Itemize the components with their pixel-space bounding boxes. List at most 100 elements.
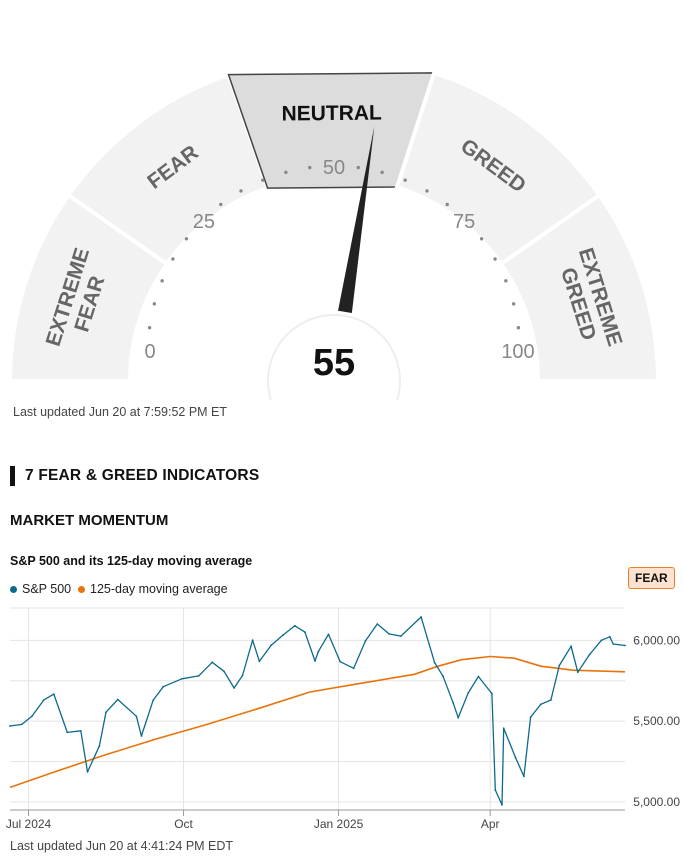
sp500-point	[600, 639, 603, 642]
sp500-point	[558, 664, 561, 667]
sp500-point	[477, 675, 480, 678]
chart-last-updated: Last updated Jun 20 at 4:41:24 PM EDT	[10, 839, 234, 853]
gauge-scale-dot	[284, 170, 288, 175]
gauge-scale-dot	[516, 326, 521, 330]
sp500-point	[339, 660, 342, 663]
sp500-point	[549, 699, 552, 701]
sp500-point	[152, 699, 155, 702]
gauge-scale-dot	[147, 326, 152, 330]
sp500-point	[352, 667, 355, 670]
chart-x-tick-label: Jul 2024	[6, 817, 52, 831]
section-title: 7 FEAR & GREED INDICATORS	[10, 466, 259, 486]
sp500-point	[457, 716, 460, 719]
sp500-point	[162, 685, 165, 688]
sp500-point	[282, 634, 284, 637]
chart-y-tick-label: 5,000.00	[633, 795, 680, 809]
legend-sp500-label: S&P 500	[22, 582, 72, 596]
sp500-point	[514, 756, 517, 759]
gauge-scale-dot	[479, 237, 484, 241]
sp500-point	[258, 660, 261, 663]
sp500-line	[9, 616, 626, 806]
gauge-scale-dot	[308, 165, 312, 170]
sp500-point	[223, 670, 225, 673]
sp500-point	[576, 671, 579, 674]
sp500-point	[523, 775, 525, 778]
sp500-point	[79, 729, 82, 732]
indicator-title: MARKET MOMENTUM	[10, 512, 169, 529]
gauge-scale-dot	[184, 237, 189, 241]
rating-badge: FEAR	[628, 567, 675, 589]
gauge-segment-label-group: NEUTRAL	[281, 102, 382, 126]
legend-ma-label: 125-day moving average	[90, 582, 228, 596]
gauge-scale-dot	[239, 189, 243, 193]
gauge-scale-label: 0	[144, 341, 155, 363]
sp500-point	[400, 635, 402, 638]
gauge-scale-label: 50	[323, 157, 345, 179]
sp500-point	[66, 731, 69, 734]
sp500-point	[42, 699, 45, 702]
sp500-point	[180, 677, 183, 680]
chart-x-tick-label: Jan 2025	[314, 817, 364, 831]
gauge-value: 55	[313, 342, 355, 384]
sp500-point	[303, 631, 306, 633]
sp500-point	[135, 715, 138, 718]
gauge-scale-dot	[425, 189, 429, 193]
sp500-point	[31, 715, 33, 718]
gauge-scale-label: 75	[453, 211, 475, 233]
sp500-point	[270, 644, 273, 647]
legend-sp500: S&P 500	[10, 582, 71, 596]
gauge-scale-label: 25	[193, 211, 215, 233]
gauge-scale-dot	[511, 302, 516, 306]
sp500-point	[211, 661, 214, 664]
gauge-scale-label: 100	[501, 341, 534, 363]
sp500-point	[494, 789, 497, 791]
section-title-text: 7 FEAR & GREED INDICATORS	[25, 467, 260, 484]
sp500-point	[433, 661, 436, 664]
sp500-point	[317, 650, 320, 653]
sp500-point	[442, 675, 444, 678]
sp500-point	[420, 616, 423, 618]
gauge-segment-label: NEUTRAL	[281, 102, 382, 126]
gauge-scale-dot	[160, 279, 164, 283]
sp500-point	[490, 692, 493, 695]
gauge-scale-dot	[504, 279, 508, 283]
gauge-segment-extreme-greed	[498, 192, 661, 383]
sp500-point	[9, 725, 11, 727]
legend-sp500-dot	[10, 585, 17, 593]
gauge-hub	[267, 314, 401, 400]
gauge-last-updated: Last updated Jun 20 at 7:59:52 PM ET	[13, 405, 228, 419]
legend-ma: 125-day moving average	[78, 582, 228, 596]
sp500-point	[467, 691, 470, 694]
section-title-bar	[10, 466, 15, 486]
gauge-scale-dot	[356, 165, 360, 170]
chart-y-tick-label: 5,500.00	[633, 714, 680, 728]
sp500-point	[501, 803, 503, 806]
sp500-point	[376, 623, 379, 625]
sp500-point	[624, 644, 626, 647]
legend-ma-dot	[78, 585, 85, 593]
sp500-point	[452, 701, 455, 704]
gauge-scale-dot	[403, 178, 407, 182]
chart-title: S&P 500 and its 125-day moving average	[10, 554, 253, 568]
fear-greed-gauge: EXTREMEFEARFEARNEUTRALGREEDEXTREMEGREED0…	[7, 70, 661, 400]
sp500-point	[529, 716, 532, 718]
sp500-point	[98, 745, 101, 748]
sp500-point	[233, 687, 235, 689]
sp500-point	[364, 639, 367, 642]
sp500-point	[105, 711, 107, 714]
gauge-scale-dot	[261, 178, 265, 182]
gauge-scale-dot	[171, 257, 175, 261]
sp500-point	[116, 698, 119, 701]
gauge-scale-dot	[152, 302, 157, 306]
sp500-point	[608, 635, 611, 638]
sp500-point	[140, 735, 143, 737]
chart-x-tick-label: Apr	[481, 817, 500, 831]
sp500-point	[86, 770, 89, 773]
gauge-needle	[338, 126, 375, 313]
sp500-point	[588, 653, 591, 656]
sp500-point	[327, 633, 330, 636]
sp500-point	[570, 645, 572, 648]
gauge-scale-dot	[493, 257, 497, 261]
sp500-point	[539, 703, 542, 706]
sp500-point	[612, 643, 615, 645]
